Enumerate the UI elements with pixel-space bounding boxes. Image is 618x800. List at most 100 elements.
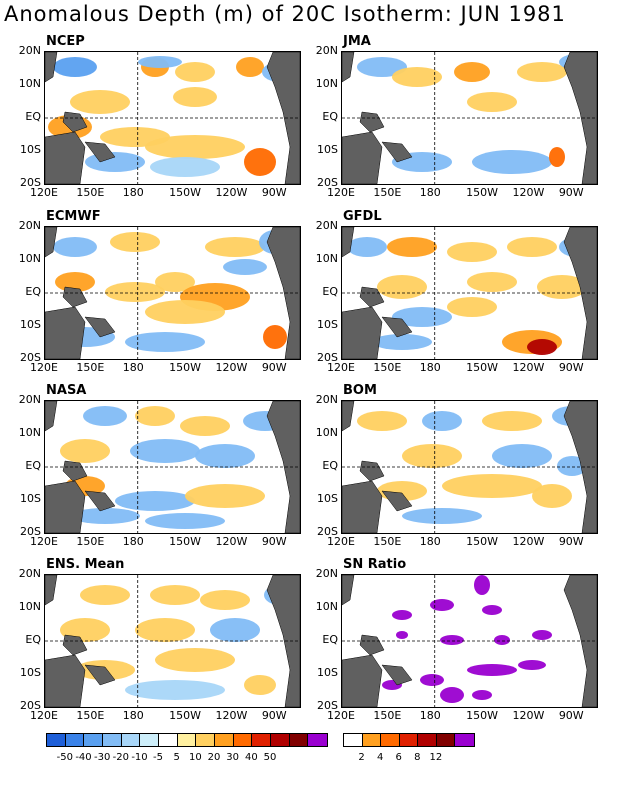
colorbar-label: -10: [131, 752, 148, 763]
colorbar-swatch: [214, 734, 234, 746]
lon-tick-label: 150W: [169, 535, 201, 548]
colorbar-label: 4: [376, 752, 384, 763]
colorbar-label: -5: [153, 752, 163, 763]
lon-tick-label: 90W: [261, 361, 287, 374]
lat-tick-label: 10S: [20, 492, 41, 505]
map-panel-nasa: [44, 400, 301, 534]
anomaly-colorbar: [46, 733, 328, 747]
lon-tick-label: 90W: [261, 186, 287, 199]
lat-tick-label: 20S: [317, 699, 338, 712]
map-field-jma: [342, 52, 597, 184]
figure-title: Anomalous Depth (m) of 20C Isotherm: JUN…: [4, 2, 566, 26]
colorbar-swatch: [121, 734, 141, 746]
lat-tick-label: EQ: [25, 110, 41, 123]
colorbar-swatch: [158, 734, 178, 746]
colorbar-swatch: [308, 734, 327, 746]
lon-tick-label: 90W: [558, 535, 584, 548]
lon-tick-label: 150E: [76, 535, 105, 548]
colorbar-label: 40: [244, 752, 258, 763]
lat-tick-label: 10S: [317, 492, 338, 505]
lon-tick-label: 150W: [466, 361, 498, 374]
lat-tick-label: 10S: [20, 143, 41, 156]
colorbar-swatch: [252, 734, 271, 746]
map-panel-jma: [341, 51, 598, 185]
colorbar-label: 12: [429, 752, 443, 763]
colorbar-label: -20: [112, 752, 129, 763]
lat-tick-label: EQ: [25, 459, 41, 472]
lat-tick-label: EQ: [322, 633, 338, 646]
lon-tick-label: 90W: [558, 186, 584, 199]
lon-tick-label: 120W: [512, 361, 545, 374]
colorbar-label: -50: [56, 752, 73, 763]
colorbar-label: 10: [188, 752, 202, 763]
lat-tick-label: 10N: [18, 426, 41, 439]
lon-tick-label: 90W: [558, 361, 584, 374]
lon-tick-label: 180: [419, 186, 441, 199]
lat-tick-label: 20N: [18, 393, 41, 406]
lon-tick-label: 180: [122, 186, 144, 199]
lon-tick-label: 120W: [215, 535, 248, 548]
lon-tick-label: 90W: [261, 535, 287, 548]
lat-tick-label: 20N: [18, 567, 41, 580]
colorbar-label: 20: [207, 752, 221, 763]
panel-title-ens: ENS. Mean: [46, 557, 125, 572]
map-field-ncep: [45, 52, 300, 184]
lon-tick-label: 120E: [30, 709, 58, 722]
lat-tick-label: 20S: [20, 351, 41, 364]
lat-tick-label: EQ: [25, 285, 41, 298]
lon-tick-label: 120E: [327, 361, 355, 374]
colorbar-swatch: [196, 734, 215, 746]
lon-tick-label: 150E: [373, 186, 402, 199]
colorbar-swatch: [177, 734, 197, 746]
lat-tick-label: EQ: [322, 110, 338, 123]
panel-title-sn: SN Ratio: [343, 557, 407, 572]
panel-title-gfdl: GFDL: [343, 209, 382, 224]
colorbar-swatch: [362, 734, 382, 746]
lon-tick-label: 150W: [169, 361, 201, 374]
lon-tick-label: 180: [122, 535, 144, 548]
lon-tick-label: 180: [419, 361, 441, 374]
colorbar-label: 5: [173, 752, 180, 763]
lon-tick-label: 150W: [466, 535, 498, 548]
lon-tick-label: 120W: [512, 535, 545, 548]
lon-tick-label: 150W: [466, 186, 498, 199]
map-field-ens: [45, 575, 300, 707]
lat-tick-label: EQ: [25, 633, 41, 646]
colorbar-label: -40: [75, 752, 92, 763]
map-field-gfdl: [342, 227, 597, 359]
colorbar-swatch: [270, 734, 290, 746]
lon-tick-label: 180: [419, 709, 441, 722]
lat-tick-label: 10N: [315, 600, 338, 613]
lon-tick-label: 150W: [169, 186, 201, 199]
lon-tick-label: 150E: [373, 535, 402, 548]
colorbar-swatch: [455, 734, 474, 746]
lon-tick-label: 120W: [512, 186, 545, 199]
lon-tick-label: 120E: [30, 535, 58, 548]
lon-tick-label: 150W: [169, 709, 201, 722]
lon-tick-label: 150E: [373, 361, 402, 374]
lon-tick-label: 150W: [466, 709, 498, 722]
colorbar-swatch: [65, 734, 85, 746]
lat-tick-label: 10S: [317, 666, 338, 679]
colorbar-label: 8: [414, 752, 421, 763]
map-panel-sn: [341, 574, 598, 708]
lon-tick-label: 150E: [373, 709, 402, 722]
lon-tick-label: 120E: [327, 535, 355, 548]
map-field-sn: [342, 575, 597, 707]
lat-tick-label: 20N: [315, 393, 338, 406]
lon-tick-label: 120W: [215, 186, 248, 199]
panel-title-ncep: NCEP: [46, 34, 85, 49]
map-field-ecmwf: [45, 227, 300, 359]
lon-tick-label: 120W: [215, 361, 248, 374]
lon-tick-label: 120W: [512, 709, 545, 722]
lon-tick-label: 150E: [76, 709, 105, 722]
colorbar-swatch: [436, 734, 456, 746]
map-panel-ecmwf: [44, 226, 301, 360]
lat-tick-label: 20S: [20, 525, 41, 538]
map-panel-ens: [44, 574, 301, 708]
lat-tick-label: 10S: [20, 318, 41, 331]
colorbar-label: 50: [263, 752, 277, 763]
colorbar-swatch: [47, 734, 66, 746]
panel-title-nasa: NASA: [46, 383, 87, 398]
lat-tick-label: 20N: [315, 219, 338, 232]
